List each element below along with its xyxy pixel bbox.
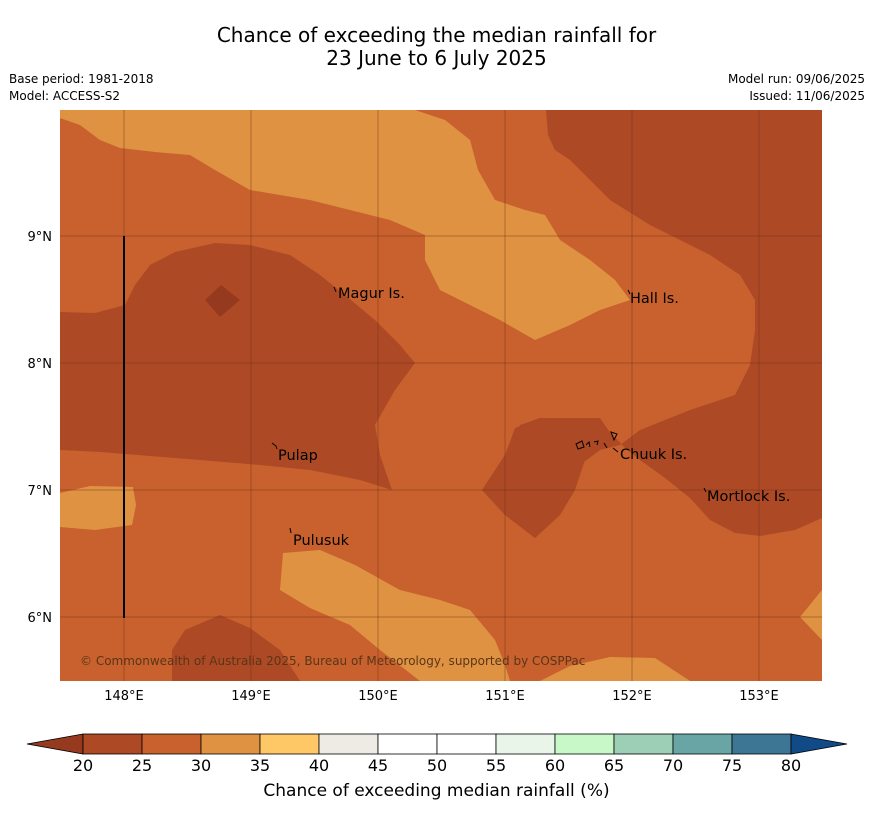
colorbar-swatch xyxy=(436,733,497,755)
y-tick-9n: 9°N xyxy=(28,230,53,245)
place-label-pulusuk: Pulusuk xyxy=(293,533,350,549)
colorbar-tick-label: 40 xyxy=(308,756,330,775)
chart-title-line1: Chance of exceeding the median rainfall … xyxy=(216,23,657,47)
copyright-text: © Commonwealth of Australia 2025, Bureau… xyxy=(80,654,586,668)
colorbar-tick-label: 20 xyxy=(72,756,94,775)
model-text: Model: ACCESS-S2 xyxy=(9,89,121,103)
place-label-chuuk: Chuuk Is. xyxy=(620,447,687,463)
colorbar-swatch xyxy=(82,733,143,755)
region-30-35-top xyxy=(60,110,630,340)
region-20-25-bottom xyxy=(172,615,300,681)
colorbar-tick-label: 50 xyxy=(426,756,448,775)
colorbar-swatch xyxy=(554,733,615,755)
colorbar-label: Chance of exceeding median rainfall (%) xyxy=(263,781,610,801)
island-marks xyxy=(271,286,707,534)
x-tick-149: 149°E xyxy=(231,689,271,704)
place-label-mortlock: Mortlock Is. xyxy=(707,489,790,505)
x-tick-152: 152°E xyxy=(612,689,652,704)
y-tick-8n: 8°N xyxy=(28,357,53,372)
colorbar-tick-label: 65 xyxy=(603,756,625,775)
colorbar-tick-label: 25 xyxy=(131,756,153,775)
place-label-magur: Magur Is. xyxy=(338,286,405,302)
colorbar xyxy=(26,733,848,755)
region-15-20-diamond xyxy=(205,285,240,317)
colorbar-tick-label: 30 xyxy=(190,756,212,775)
y-tick-6n: 6°N xyxy=(28,611,53,626)
colorbar-swatch xyxy=(318,733,379,755)
y-tick-7n: 7°N xyxy=(28,484,53,499)
meta-left: Base period: 1981-2018 Model: ACCESS-S2 xyxy=(9,71,154,105)
meta-right: Model run: 09/06/2025 Issued: 11/06/2025 xyxy=(728,71,865,105)
colorbar-swatch xyxy=(141,733,202,755)
colorbar-tick-label: 60 xyxy=(544,756,566,775)
colorbar-swatch xyxy=(377,733,438,755)
model-run-text: Model run: 09/06/2025 xyxy=(727,72,865,86)
place-label-pulap: Pulap xyxy=(278,448,318,464)
region-30-35-lower xyxy=(280,550,510,681)
colorbar-tick-label: 35 xyxy=(249,756,271,775)
region-20-25-left xyxy=(60,243,415,490)
chart-title-line2: 23 June to 6 July 2025 xyxy=(326,46,547,70)
rainfall-map-area xyxy=(60,110,822,681)
base-period-text: Base period: 1981-2018 xyxy=(9,72,154,86)
colorbar-tick-label: 45 xyxy=(367,756,389,775)
issued-text: Issued: 11/06/2025 xyxy=(749,89,865,103)
colorbar-swatch xyxy=(495,733,556,755)
colorbar-tick-label: 75 xyxy=(721,756,743,775)
colorbar-tick-label: 80 xyxy=(780,756,802,775)
x-tick-150: 150°E xyxy=(358,689,398,704)
colorbar-high-extend xyxy=(790,733,848,755)
region-30-35-right-edge xyxy=(800,590,822,640)
x-tick-148: 148°E xyxy=(104,689,144,704)
colorbar-tick-label: 55 xyxy=(485,756,507,775)
colorbar-swatch xyxy=(259,733,320,755)
x-tick-153: 153°E xyxy=(739,689,779,704)
colorbar-swatch xyxy=(731,733,792,755)
colorbar-swatch xyxy=(613,733,674,755)
colorbar-swatch xyxy=(200,733,261,755)
colorbar-swatch xyxy=(672,733,733,755)
x-tick-151: 151°E xyxy=(485,689,525,704)
colorbar-tick-label: 70 xyxy=(662,756,684,775)
place-label-hall: Hall Is. xyxy=(630,291,679,307)
colorbar-low-extend xyxy=(26,733,84,755)
region-30-35-left-patch xyxy=(60,486,136,530)
region-30-35-bottom-right xyxy=(540,657,690,681)
gridlines xyxy=(60,110,822,681)
